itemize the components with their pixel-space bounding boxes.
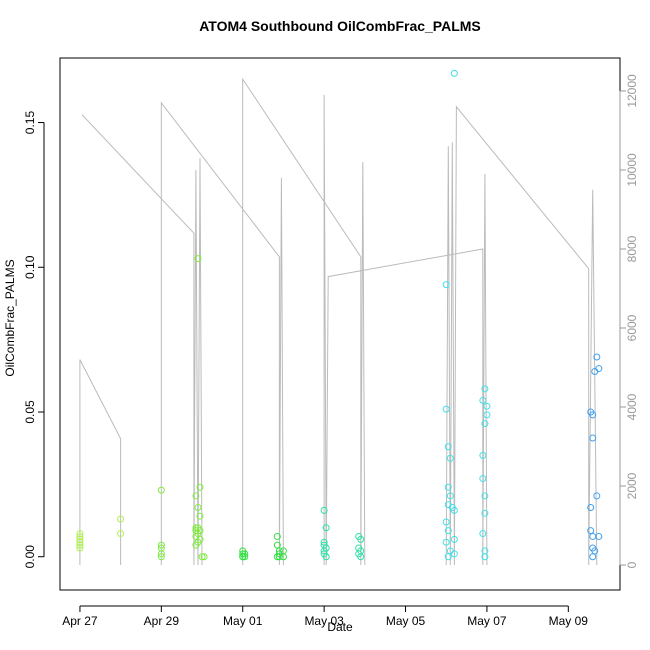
point [450,550,458,558]
point [481,492,489,500]
x-tick-label: Apr 29 [144,614,180,628]
point [279,547,287,555]
point [444,443,452,451]
y2-tick-label: 8000 [625,235,639,262]
point [194,255,202,263]
point [450,69,458,77]
point [483,402,491,410]
point [479,396,487,404]
point [157,486,165,494]
point [444,483,452,491]
x-tick-label: May 01 [223,614,263,628]
point [76,541,84,549]
point [450,535,458,543]
point [194,504,202,512]
point [442,281,450,289]
point [322,524,330,532]
point [198,553,206,561]
x-tick-label: May 07 [467,614,507,628]
point [117,530,125,538]
x-tick-label: May 09 [549,614,589,628]
point [442,538,450,546]
y2-tick-label: 4000 [625,393,639,420]
point [591,367,599,375]
point [483,411,491,419]
x-tick-label: May 03 [304,614,344,628]
point [357,553,365,561]
series-line [79,77,598,566]
point [479,475,487,483]
point [450,506,458,514]
chart-title: ATOM4 Southbound OilCombFrac_PALMS [199,18,481,34]
point [442,405,450,413]
point [481,420,489,428]
point [239,553,247,561]
point [322,553,330,561]
point [593,492,601,500]
point [200,553,208,561]
point [357,535,365,543]
point [446,492,454,500]
y2-tick-label: 0 [625,561,639,568]
point [479,530,487,538]
y2-tick-label: 2000 [625,472,639,499]
point [595,532,603,540]
point [157,541,165,549]
point [241,553,249,561]
point [593,353,601,361]
point [275,553,283,561]
point [589,411,597,419]
point [444,553,452,561]
point [157,550,165,558]
point [196,512,204,520]
y2-tick-label: 12000 [625,74,639,108]
y-tick-label: 0.05 [23,400,37,424]
x-axis-label: Date [327,620,353,634]
y-tick-label: 0.15 [23,111,37,135]
point [76,544,84,552]
point [196,483,204,491]
point [481,553,489,561]
point [442,518,450,526]
y2-tick-label: 6000 [625,314,639,341]
point [587,504,595,512]
point [192,541,200,549]
y-tick-label: 0.10 [23,255,37,279]
point [479,451,487,459]
y-axis-label: OilCombFrac_PALMS [3,259,17,376]
point [444,527,452,535]
point [589,434,597,442]
x-tick-label: Apr 27 [62,614,98,628]
point [589,553,597,561]
point [192,492,200,500]
x-tick-label: May 05 [386,614,426,628]
point [481,385,489,393]
point [481,509,489,517]
point [446,454,454,462]
y-tick-label: 0.00 [23,545,37,569]
point [117,515,125,523]
point [273,532,281,540]
y2-tick-label: 10000 [625,153,639,187]
point [320,506,328,514]
point [157,553,165,561]
